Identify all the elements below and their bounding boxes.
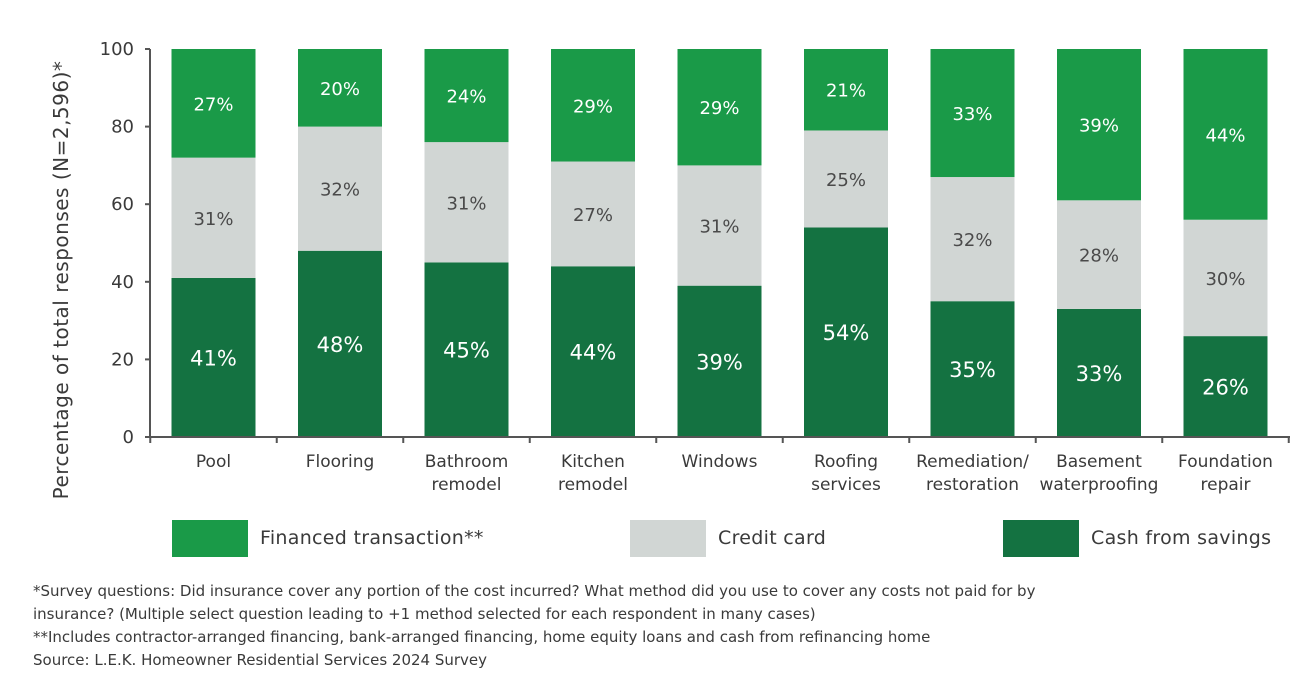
data-label-credit: 31% <box>699 217 739 238</box>
data-label-financed: 24% <box>446 87 486 108</box>
bar-segment-credit <box>551 161 635 267</box>
data-label-financed: 39% <box>1079 116 1119 137</box>
legend-label-financed: Financed transaction** <box>260 527 484 549</box>
data-label-credit: 31% <box>193 209 233 230</box>
footnote-survey-questions: *Survey questions: Did insurance cover a… <box>33 582 1036 600</box>
x-tick-label: restoration <box>926 475 1019 495</box>
bar-segment-cash <box>298 250 382 437</box>
legend-item-financed: Financed transaction** <box>172 519 484 557</box>
bar-segment-credit <box>424 142 509 263</box>
data-label-financed: 27% <box>193 94 233 115</box>
data-label-credit: 30% <box>1205 269 1245 290</box>
y-tick-label: 0 <box>123 427 134 448</box>
bar-segment-cash <box>171 277 256 437</box>
bar-segment-credit <box>930 177 1015 302</box>
data-label-cash: 41% <box>190 346 237 370</box>
data-label-cash: 26% <box>1202 376 1249 400</box>
bar-segment-cash <box>804 227 888 437</box>
x-tick-label: Flooring <box>306 452 375 472</box>
data-label-cash: 39% <box>696 350 743 374</box>
bar-segment-financed <box>1183 49 1268 220</box>
bar-segment-financed <box>171 49 256 158</box>
x-tick-label: Basement <box>1056 452 1142 472</box>
y-tick-label: 80 <box>111 117 134 138</box>
data-label-cash: 54% <box>823 321 870 345</box>
x-tick-label: Pool <box>196 452 231 472</box>
footnote-source: Source: L.E.K. Homeowner Residential Ser… <box>33 651 488 669</box>
x-tick-label: services <box>811 475 881 495</box>
x-tick-label: Bathroom <box>425 452 509 472</box>
data-label-cash: 45% <box>443 339 490 363</box>
x-tick-label: Foundation <box>1178 452 1273 472</box>
bar-segment-financed <box>677 49 762 166</box>
legend-swatch-cash <box>1003 519 1079 557</box>
bar-segment-financed <box>551 49 635 162</box>
bar-segment-cash <box>1057 308 1141 437</box>
data-label-financed: 29% <box>573 96 613 117</box>
y-tick-label: 20 <box>111 349 134 370</box>
data-label-credit: 27% <box>573 205 613 226</box>
data-label-credit: 32% <box>320 180 360 201</box>
legend-swatch-credit <box>630 519 706 557</box>
stacked-bar-chart: Percentage of total responses (N=2,596)*… <box>49 39 1290 500</box>
bar-segment-credit <box>1057 200 1141 309</box>
data-label-credit: 32% <box>952 230 992 251</box>
data-label-financed: 29% <box>699 98 739 119</box>
data-label-financed: 21% <box>826 81 866 102</box>
data-label-credit: 31% <box>446 193 486 214</box>
x-tick-label: remodel <box>431 475 501 495</box>
footnote-survey-questions-cont: insurance? (Multiple select question lea… <box>33 605 816 623</box>
data-label-credit: 25% <box>826 170 866 191</box>
bar-segment-cash <box>677 285 762 437</box>
bar-segment-credit <box>804 130 888 228</box>
bar-segment-cash <box>551 266 635 437</box>
legend-item-credit: Credit card <box>630 519 826 557</box>
x-tick-label: Kitchen <box>561 452 625 472</box>
data-label-cash: 33% <box>1076 362 1123 386</box>
x-tick-label: waterproofing <box>1040 475 1159 495</box>
bar-segment-credit <box>298 126 382 251</box>
bar-segment-financed <box>298 49 382 127</box>
bar-segment-credit <box>677 165 762 286</box>
bar-segment-financed <box>424 49 509 143</box>
y-tick-label: 100 <box>100 39 134 60</box>
bar-segment-cash <box>930 301 1015 437</box>
x-tick-label: remodel <box>558 475 628 495</box>
x-tick-label: Remediation/ <box>916 452 1029 472</box>
bar-segment-cash <box>1183 336 1268 437</box>
bar-segment-credit <box>1183 219 1268 337</box>
data-label-financed: 44% <box>1205 125 1245 146</box>
bar-segment-credit <box>171 157 256 278</box>
data-label-credit: 28% <box>1079 246 1119 267</box>
y-tick-label: 40 <box>111 272 134 293</box>
legend-label-credit: Credit card <box>718 527 827 549</box>
data-label-financed: 20% <box>320 79 360 100</box>
y-axis-title: Percentage of total responses (N=2,596)* <box>49 61 73 500</box>
x-tick-label: Windows <box>682 452 758 472</box>
footnote-financing-definition: **Includes contractor-arranged financing… <box>33 628 931 646</box>
legend-item-cash: Cash from savings <box>1003 519 1271 557</box>
data-label-cash: 48% <box>317 333 364 357</box>
data-label-cash: 35% <box>949 358 996 382</box>
legend-swatch-financed <box>172 519 248 557</box>
x-tick-label: Roofing <box>814 452 878 472</box>
bar-segment-financed <box>1057 49 1141 201</box>
footnotes: *Survey questions: Did insurance cover a… <box>33 580 1283 672</box>
data-label-cash: 44% <box>570 341 617 365</box>
data-label-financed: 33% <box>952 104 992 125</box>
legend-label-cash: Cash from savings <box>1091 527 1272 549</box>
bar-segment-cash <box>424 262 509 437</box>
x-tick-label: repair <box>1201 475 1251 495</box>
bar-segment-financed <box>804 49 888 131</box>
y-tick-label: 60 <box>111 194 134 215</box>
bar-segment-financed <box>930 49 1015 178</box>
